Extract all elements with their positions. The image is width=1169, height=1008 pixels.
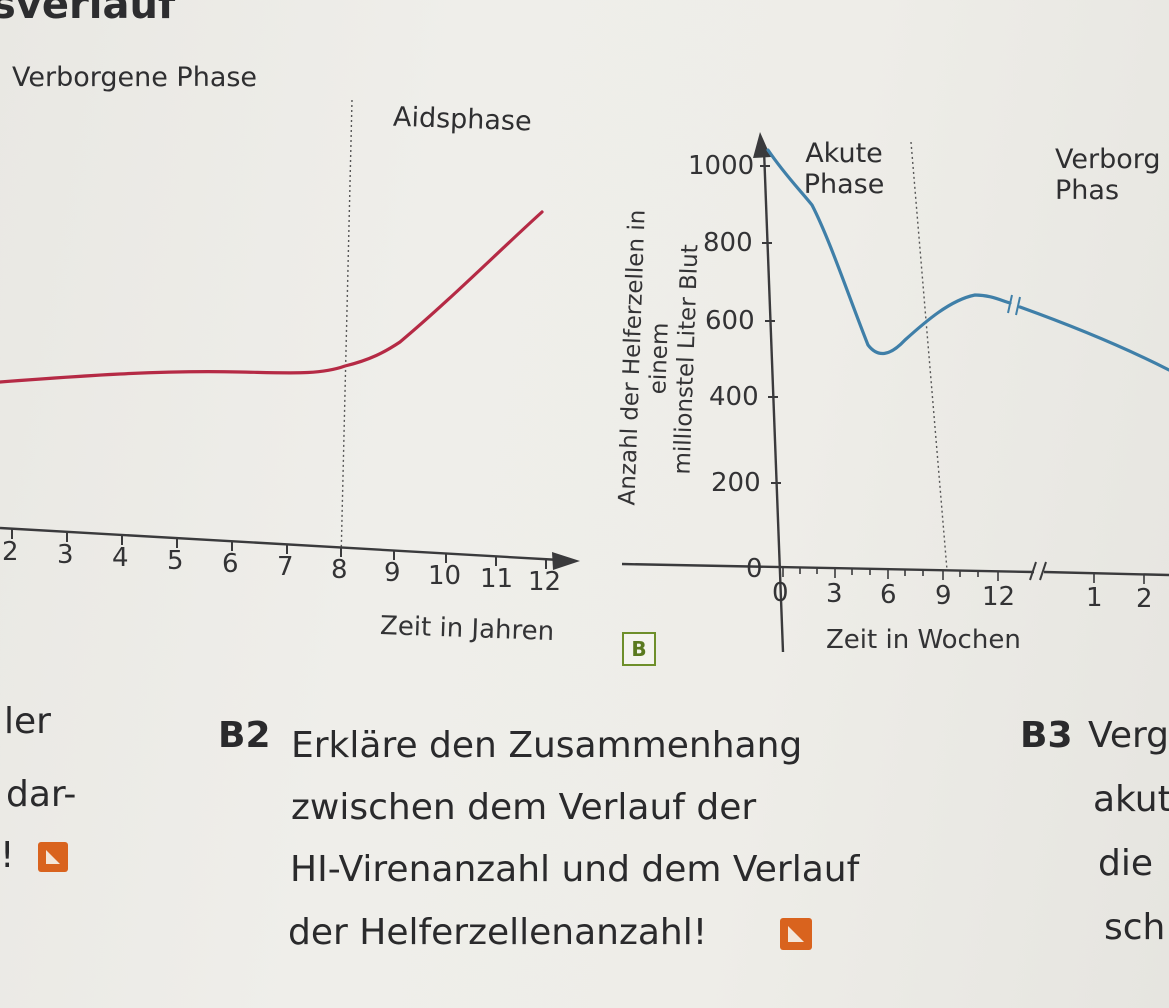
right-y-axis-arrow — [753, 132, 771, 158]
right-y-tick: 800 — [703, 228, 753, 258]
left-x-axis-arrow — [552, 552, 580, 570]
right-y-tick: 200 — [711, 468, 761, 498]
task-b2-line: HI-Virenanzahl und dem Verlauf — [290, 849, 860, 890]
task-b3-text-fragment: sch — [1104, 907, 1166, 948]
right-y-axis — [762, 149, 785, 653]
task-b3-text-fragment: Verg — [1088, 715, 1169, 756]
right-phase-divider — [910, 141, 948, 571]
left-x-tick: 4 — [112, 543, 129, 573]
right-x-tick: 2 — [1136, 584, 1153, 614]
left-x-tick: 9 — [384, 558, 401, 588]
right-x-tick: 1 — [1086, 583, 1103, 613]
right-x-axis-break — [1039, 561, 1047, 581]
right-y-tick: 0 — [746, 554, 763, 584]
left-column-text-fragment: ler — [4, 701, 51, 742]
left-x-tick: 3 — [57, 540, 74, 570]
task-b3-text-fragment: akut — [1093, 779, 1169, 820]
right-curve-break — [1015, 296, 1021, 316]
right-x-axis-break — [1029, 561, 1037, 581]
right-x-tick: 9 — [935, 581, 952, 611]
right-y-tick: 600 — [705, 306, 755, 336]
right-phase-label-akute: Akute Phase — [803, 138, 885, 200]
task-b2: B2 — [218, 708, 271, 763]
right-x-axis — [621, 562, 1035, 574]
right-x-tick: 0 — [772, 578, 789, 608]
figure-badge: B — [622, 632, 656, 666]
task-b2-line: Erkläre den Zusammenhang — [291, 725, 803, 766]
right-y-tick: 400 — [709, 382, 759, 412]
left-x-tick: 7 — [277, 552, 294, 582]
right-x-tick: 12 — [982, 582, 1016, 612]
right-chart-helper-curve — [766, 148, 1012, 355]
right-x-axis-title: Zeit in Wochen — [826, 625, 1021, 655]
left-column-text-fragment: ! — [0, 835, 15, 876]
left-x-tick: 11 — [480, 564, 514, 594]
left-x-tick: 8 — [331, 555, 348, 585]
left-phase-label-verborgene: Verborgene Phase — [12, 62, 258, 93]
task-b2-number: B2 — [218, 715, 271, 756]
left-phase-divider — [340, 99, 353, 561]
page-heading-fragment: sverlauf — [0, 0, 176, 28]
right-y-tick: 1000 — [688, 151, 755, 181]
left-x-tick: 12 — [528, 567, 562, 597]
task-b3-text-fragment: die — [1098, 843, 1154, 884]
left-x-axis — [0, 526, 561, 562]
task-b3-number: B3 — [1020, 715, 1073, 756]
right-x-tick: 3 — [826, 579, 843, 609]
left-x-tick: 6 — [222, 549, 239, 579]
task-b2-line: zwischen dem Verlauf der — [291, 787, 757, 828]
left-x-tick: 10 — [428, 561, 462, 591]
left-chart-virus-curve — [0, 210, 544, 384]
right-x-axis-after-break — [1043, 570, 1169, 577]
left-column-text-fragment: dar- — [6, 774, 77, 815]
right-curve-break — [1007, 294, 1013, 314]
right-phase-label-verborgen: Verborg Phas — [1055, 144, 1161, 206]
task-b2-line: der Helferzellenanzahl! — [288, 912, 708, 953]
left-x-tick: 2 — [2, 537, 19, 567]
right-chart-helper-curve-after-break — [1018, 305, 1169, 372]
right-x-tick: 6 — [880, 580, 897, 610]
left-x-tick: 5 — [167, 546, 184, 576]
